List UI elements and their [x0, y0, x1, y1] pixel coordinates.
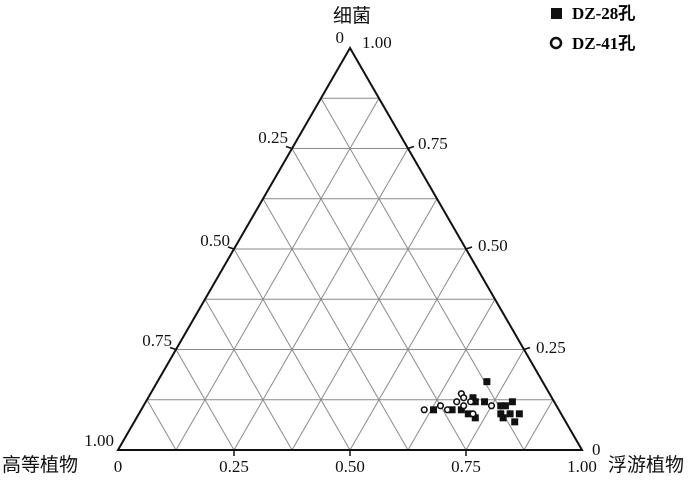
dz28-point-10 — [497, 410, 505, 418]
grid-line — [407, 299, 496, 451]
grid-line — [523, 399, 554, 451]
ternary-grid — [146, 97, 554, 451]
legend-label-dz28: DZ-28孔 — [572, 4, 635, 23]
tick-mark — [523, 346, 531, 351]
dz41-point-7 — [487, 402, 496, 410]
dz28-point-8 — [471, 414, 479, 422]
dz28-point-0 — [483, 378, 491, 386]
dz41-point-9 — [460, 402, 468, 410]
left-tick-1: 0.25 — [258, 128, 288, 147]
dz28-point-13 — [499, 414, 507, 422]
dz41-point-3 — [467, 398, 475, 406]
left-tick-2: 0.50 — [200, 231, 230, 250]
dz41-point-2 — [453, 398, 461, 406]
dz41-point-5 — [443, 406, 452, 414]
right-tick-3: 0.25 — [536, 338, 566, 357]
bottom-tick-2: 0.50 — [335, 457, 365, 476]
right-tick-0: 1.00 — [362, 33, 392, 52]
apex-label-top: 细菌 — [333, 5, 371, 27]
legend-label-dz41: DZ-41孔 — [572, 34, 635, 53]
grid-line — [465, 349, 525, 451]
dz28-point-5 — [448, 406, 456, 414]
dz41-point-8 — [469, 410, 477, 418]
data-points — [420, 378, 523, 426]
tick-mark — [407, 145, 415, 150]
apex-label-right: 浮游植物 — [608, 454, 684, 476]
tick-mark — [227, 246, 235, 250]
bottom-tick-3: 0.75 — [451, 457, 481, 476]
dz28-point-3 — [481, 398, 489, 406]
right-tick-2: 0.50 — [478, 236, 508, 255]
tick-mark — [465, 246, 473, 250]
dz28-point-7 — [464, 410, 472, 418]
grid-line — [204, 299, 293, 451]
grid-line — [349, 248, 467, 451]
dz28-point-15 — [515, 410, 523, 418]
legend: DZ-28孔 DZ-41孔 — [549, 4, 635, 53]
dz28-point-1 — [469, 394, 477, 402]
grid-line — [262, 198, 409, 451]
grid-line — [320, 98, 525, 451]
ternary-frame — [116, 45, 584, 456]
left-tick-3: 0.75 — [142, 331, 172, 350]
legend-marker-dz41 — [549, 36, 563, 50]
dz41-point-6 — [420, 406, 428, 414]
dz41-point-1 — [460, 394, 468, 402]
left-tick-0: 0 — [336, 28, 345, 47]
dz28-point-4 — [430, 406, 438, 414]
dz41-point-4 — [436, 402, 445, 410]
right-tick-4: 0 — [592, 440, 601, 459]
grid-line — [291, 198, 438, 451]
grid-line — [175, 349, 235, 451]
dz28-point-6 — [457, 406, 465, 414]
grid-line — [233, 248, 351, 451]
legend-marker-dz28 — [551, 8, 562, 19]
bottom-tick-1: 0.25 — [219, 457, 249, 476]
dz28-point-11 — [506, 410, 514, 418]
bottom-tick-4: 1.00 — [567, 457, 597, 476]
grid-line — [146, 399, 177, 451]
dz28-point-12 — [508, 398, 516, 406]
apex-label-left: 高等植物 — [2, 454, 78, 476]
grid-line — [175, 98, 380, 451]
dz28-point-9 — [501, 402, 509, 410]
left-tick-4: 1.00 — [84, 431, 114, 450]
tick-mark — [285, 145, 293, 150]
tick-mark — [169, 346, 177, 351]
bottom-tick-0: 0 — [114, 457, 123, 476]
dz28-point-16 — [497, 402, 505, 410]
dz28-point-2 — [471, 398, 479, 406]
right-tick-1: 0.75 — [418, 134, 448, 153]
dz28-point-14 — [511, 418, 519, 426]
